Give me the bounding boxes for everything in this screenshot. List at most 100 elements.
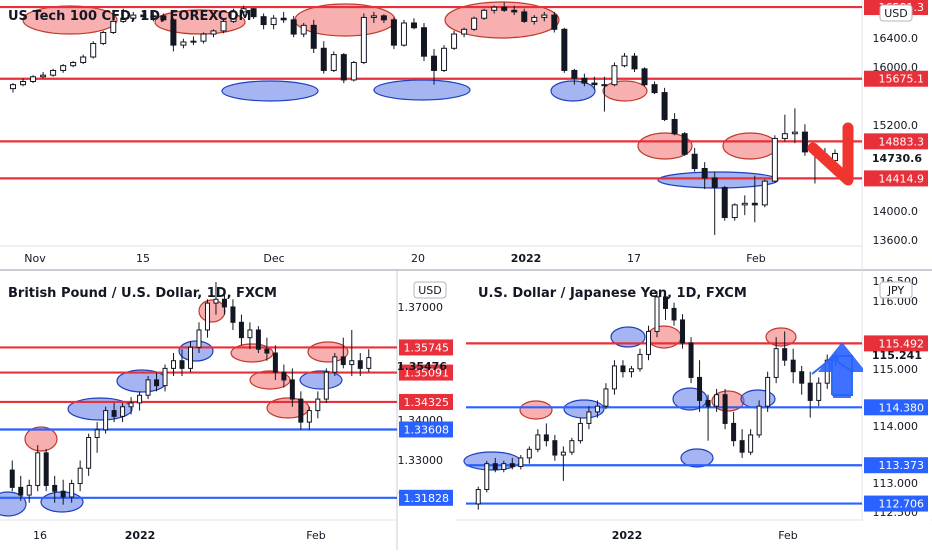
candle-body	[701, 167, 708, 179]
candle-body	[323, 371, 329, 400]
candle-body	[35, 452, 41, 486]
candle-body	[160, 15, 167, 21]
candle-body	[340, 54, 347, 81]
currency-badge[interactable]	[413, 281, 447, 299]
level-price-tag	[864, 399, 928, 416]
candle-body	[220, 20, 227, 32]
level-price-tag	[864, 457, 928, 474]
level-price-label: 115.492	[879, 337, 925, 350]
candle-body	[739, 440, 745, 453]
candle-body	[70, 62, 77, 67]
x-tick-label: 15	[136, 252, 150, 265]
candle-body	[69, 483, 75, 498]
candle-body	[531, 16, 538, 22]
last-price-label: 115.241	[872, 349, 922, 362]
candle-body	[535, 434, 541, 450]
candle-body	[721, 186, 728, 219]
candle-body	[581, 77, 588, 84]
candle-body	[230, 11, 237, 22]
candle-body	[230, 306, 236, 323]
candle-body	[140, 14, 147, 18]
level-price-label: 112.706	[879, 498, 925, 511]
candle-body	[705, 399, 711, 407]
candle-body	[492, 463, 498, 470]
y-tick-label: 14000.0	[873, 205, 919, 218]
x-tick-label: 2022	[125, 529, 156, 542]
candle-body	[790, 359, 796, 373]
currency-badge[interactable]	[879, 281, 913, 299]
candle-body	[680, 319, 686, 344]
y-tick-label: 13600.0	[873, 234, 919, 247]
candle-body	[771, 137, 778, 182]
candle-body	[111, 410, 117, 417]
candle-body	[320, 47, 327, 71]
resistance-oval	[24, 426, 58, 452]
candle-body	[145, 379, 151, 396]
candle-body	[681, 133, 688, 155]
chart-title: British Pound / U.S. Dollar, 1D, FXCM	[8, 286, 277, 301]
candle-body	[315, 398, 321, 412]
candle-body	[421, 27, 427, 57]
candle-body	[170, 19, 177, 46]
candle-body	[586, 411, 592, 424]
candle-body	[130, 14, 137, 19]
level-price-tag	[864, 70, 928, 87]
candle-body	[731, 204, 738, 219]
resistance-oval	[646, 325, 682, 349]
candle-body	[620, 365, 626, 373]
candle-body	[552, 440, 558, 456]
resistance-oval	[198, 299, 226, 323]
candle-body	[154, 379, 160, 387]
support-oval	[299, 370, 343, 390]
level-price-label: 1.35091	[404, 367, 450, 380]
candle-body	[18, 486, 24, 496]
price-axis	[863, 0, 931, 250]
candle-body	[621, 55, 628, 67]
candle-body	[560, 451, 566, 456]
candle-body	[475, 489, 481, 505]
candle-body	[366, 357, 372, 369]
level-price-tag	[864, 133, 928, 150]
candle-body	[611, 365, 617, 390]
candle-body	[571, 69, 578, 79]
candle-body	[150, 15, 157, 18]
candle-body	[491, 6, 498, 11]
candle-body	[196, 329, 202, 348]
y-tick-label: 15200.0	[873, 119, 919, 132]
candle-body	[20, 81, 27, 86]
support-oval	[373, 79, 471, 101]
candle-body	[711, 177, 718, 188]
x-tick-label: Dec	[263, 252, 284, 265]
candle-body	[281, 371, 287, 381]
candle-body	[272, 352, 278, 373]
level-price-label: 15675.1	[879, 73, 925, 86]
candle-body	[9, 469, 15, 488]
candle-body	[663, 296, 669, 309]
candle-body	[350, 62, 357, 81]
candle-body	[94, 429, 100, 438]
last-price-label: 1.35476	[397, 360, 447, 373]
candle-body	[349, 360, 355, 366]
level-price-tag	[399, 489, 453, 506]
support-oval	[563, 399, 605, 419]
candle-body	[688, 342, 694, 378]
candle-body	[332, 356, 338, 373]
support-oval	[610, 326, 646, 348]
candle-body	[289, 379, 295, 400]
candle-body	[100, 31, 107, 45]
y-tick-label: 16400.0	[873, 32, 919, 45]
candle-body	[40, 74, 47, 78]
chart-title: U.S. Dollar / Japanese Yen, 1D, FXCM	[478, 286, 747, 301]
level-price-tag	[399, 364, 453, 381]
currency-badge[interactable]	[879, 4, 913, 22]
level-price-label: 113.373	[879, 459, 925, 472]
candle-body	[120, 17, 127, 22]
candle-body	[250, 8, 257, 18]
candle-body	[390, 19, 397, 46]
candle-body	[90, 43, 97, 58]
candle-body	[180, 41, 187, 46]
candle-body	[561, 28, 568, 71]
candle-body	[179, 360, 185, 369]
